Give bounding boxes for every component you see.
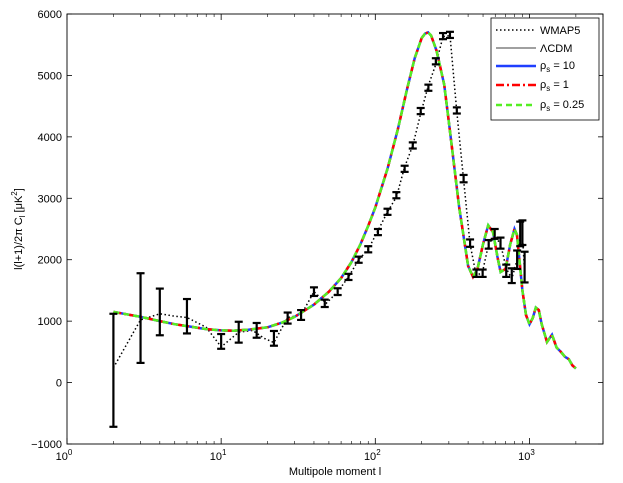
error-bar bbox=[424, 83, 433, 92]
legend-label-lcdm: ΛCDM bbox=[540, 43, 572, 55]
x-axis-label: Multipole moment l bbox=[289, 466, 381, 478]
error-bar bbox=[320, 298, 329, 309]
y-tick-label: 1000 bbox=[38, 316, 62, 328]
series-wmap5 bbox=[112, 34, 526, 369]
legend-label-rho025: ρs = 0.25 bbox=[540, 99, 584, 113]
error-bar bbox=[466, 238, 475, 248]
error-bar bbox=[354, 255, 363, 264]
error-bar bbox=[507, 267, 516, 285]
error-bar bbox=[445, 30, 454, 40]
y-tick-label: 3000 bbox=[38, 193, 62, 205]
error-bar bbox=[459, 173, 468, 184]
x-tick-label: 102 bbox=[364, 448, 381, 463]
error-bar bbox=[392, 191, 401, 200]
error-bar bbox=[520, 250, 529, 284]
y-axis-label: l(l+1)/2π Cl [μK2] bbox=[10, 188, 27, 270]
error-bar bbox=[217, 332, 226, 350]
error-bar bbox=[439, 31, 448, 41]
error-bars bbox=[109, 30, 529, 428]
series-rho-0-25 bbox=[113, 30, 577, 370]
y-tick-label: 4000 bbox=[38, 132, 62, 144]
error-bar bbox=[109, 312, 118, 428]
y-tick-label: 5000 bbox=[38, 70, 62, 82]
error-bar bbox=[155, 287, 164, 337]
error-bar bbox=[400, 164, 409, 173]
error-bar bbox=[373, 227, 382, 237]
error-bar bbox=[490, 227, 499, 240]
error-bar bbox=[344, 272, 353, 282]
error-bar bbox=[252, 321, 261, 339]
legend-box bbox=[490, 17, 600, 121]
y-tick-label: 6000 bbox=[38, 9, 62, 21]
error-bar bbox=[333, 287, 342, 297]
error-bar bbox=[484, 238, 493, 250]
y-tick-label: −1000 bbox=[31, 439, 62, 451]
error-bar bbox=[269, 329, 278, 347]
error-bar bbox=[416, 106, 425, 116]
error-bar bbox=[364, 245, 373, 254]
error-bar bbox=[431, 57, 440, 66]
error-bar bbox=[513, 249, 522, 271]
plot-frame bbox=[66, 13, 604, 445]
legend-label-wmap5: WMAP5 bbox=[540, 25, 580, 37]
error-bar bbox=[309, 286, 318, 298]
y-tick-label: 2000 bbox=[38, 255, 62, 267]
error-bar bbox=[518, 219, 527, 247]
y-tick-label: 0 bbox=[56, 378, 62, 390]
legend-label-rho10: ρs = 10 bbox=[540, 60, 575, 74]
x-tick-label: 101 bbox=[210, 448, 227, 463]
error-bar bbox=[496, 236, 505, 250]
error-bar bbox=[478, 268, 487, 279]
error-bar bbox=[383, 207, 392, 216]
x-tick-label: 103 bbox=[518, 448, 535, 463]
error-bar bbox=[234, 320, 243, 344]
x-tick-label: 100 bbox=[56, 448, 73, 463]
legend: WMAP5 ΛCDM ρs = 10 ρs = 1 ρs = 0.25 bbox=[490, 17, 600, 121]
axis-ticks: −1000 0 1000 2000 3000 4000 5000 6000 100 101 102 1… bbox=[31, 9, 604, 463]
error-bar bbox=[408, 141, 417, 150]
error-bar bbox=[297, 308, 306, 322]
error-bar bbox=[502, 263, 511, 279]
error-bar bbox=[452, 106, 461, 115]
error-bar bbox=[182, 297, 191, 335]
error-bar bbox=[136, 272, 145, 365]
error-bar bbox=[283, 311, 292, 325]
legend-label-rho1: ρs = 1 bbox=[540, 79, 569, 93]
